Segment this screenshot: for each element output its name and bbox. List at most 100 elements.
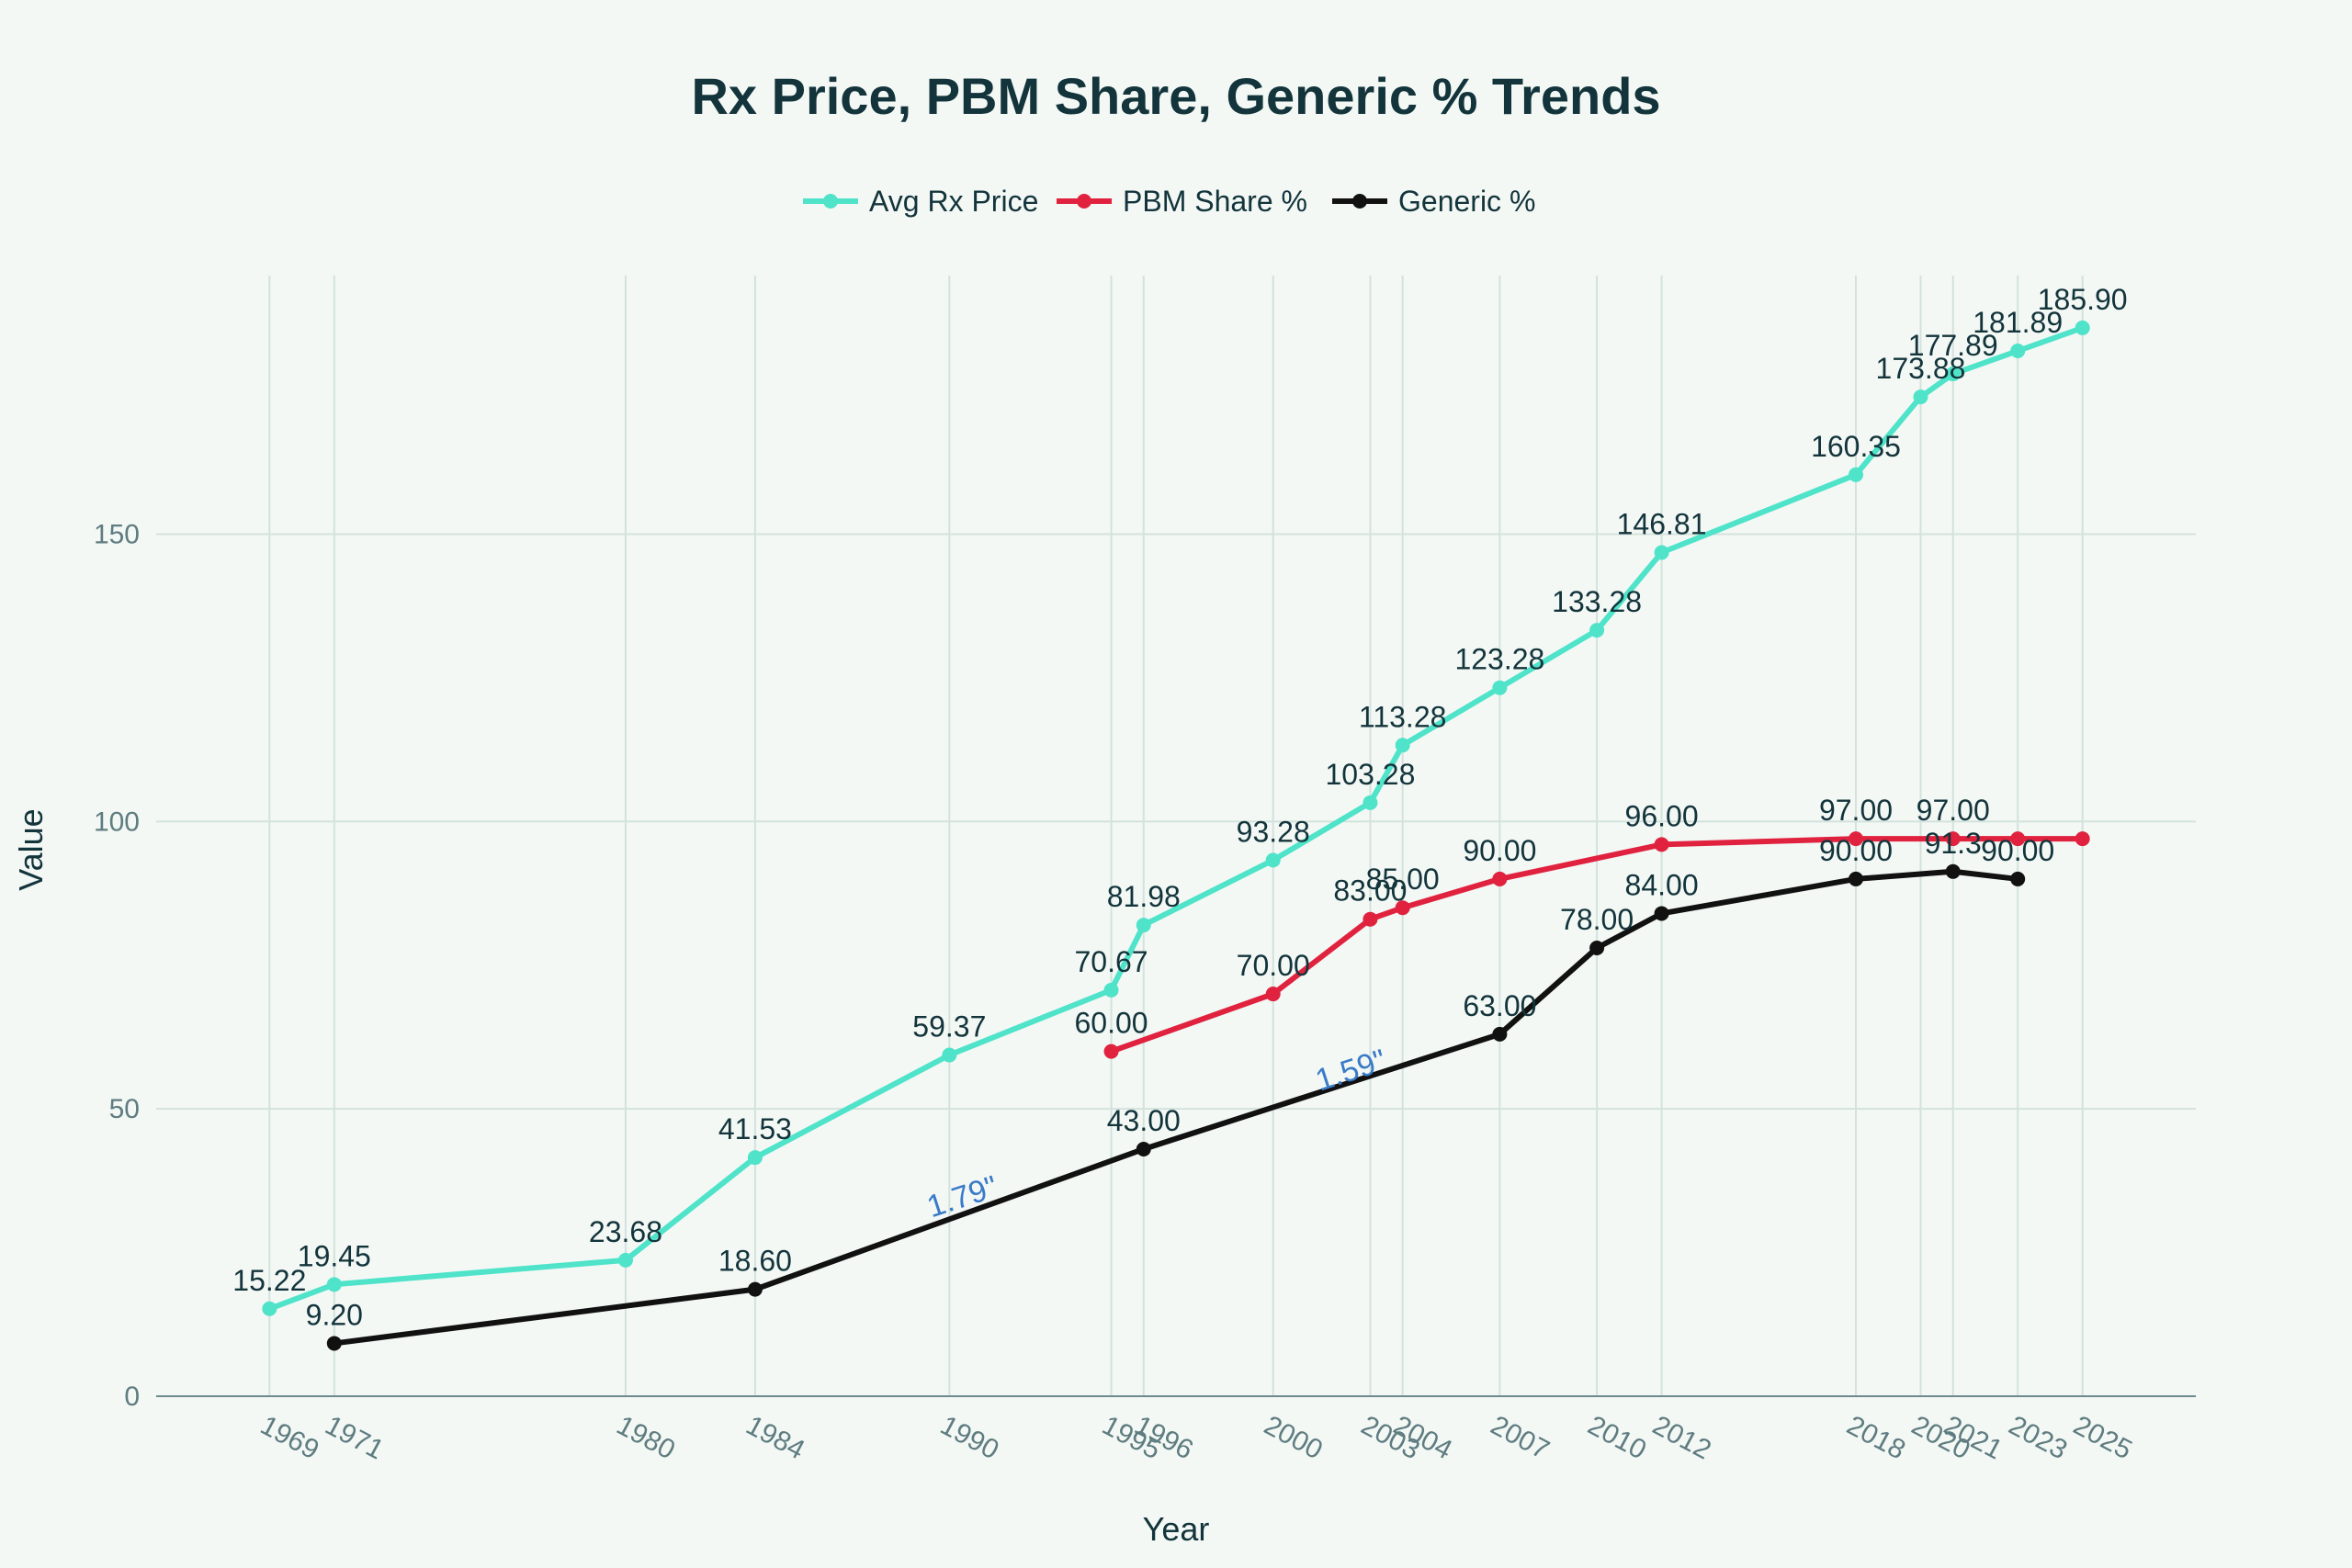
avg-rx-price-point[interactable] xyxy=(1103,982,1119,998)
pbm-share-point[interactable] xyxy=(2010,831,2026,847)
x-axis-title: Year xyxy=(1143,1510,1210,1548)
avg-rx-price-point[interactable] xyxy=(747,1150,763,1166)
avg-rx-price-data-label: 59.37 xyxy=(912,1010,986,1043)
avg-rx-price-data-label: 181.89 xyxy=(1973,306,2063,339)
avg-rx-price-data-label: 41.53 xyxy=(718,1112,792,1145)
pbm-share-data-label: 96.00 xyxy=(1625,799,1699,832)
pbm-share-data-label: 60.00 xyxy=(1074,1007,1148,1040)
avg-rx-price-data-label: 160.35 xyxy=(1811,430,1901,463)
avg-rx-price-point[interactable] xyxy=(1654,545,1669,560)
pbm-share-point[interactable] xyxy=(1265,987,1281,1002)
y-axis-title: Value xyxy=(12,808,50,890)
pbm-share-data-label: 70.00 xyxy=(1237,949,1310,982)
avg-rx-price-point[interactable] xyxy=(262,1301,277,1316)
generic-data-label: 91.3 xyxy=(1925,827,1982,860)
x-tick-label: 1990 xyxy=(935,1410,1003,1465)
x-tick-label: 2018 xyxy=(1842,1410,1910,1465)
x-tick-label: 2000 xyxy=(1259,1410,1327,1465)
annotation-label: 1.59" xyxy=(1311,1043,1390,1098)
generic-point[interactable] xyxy=(1849,871,1863,886)
generic-point[interactable] xyxy=(1589,941,1605,955)
legend-swatch-marker[interactable] xyxy=(823,194,838,209)
pbm-share-point[interactable] xyxy=(1395,900,1410,916)
y-tick-label: 100 xyxy=(94,807,140,837)
avg-rx-price-data-label: 146.81 xyxy=(1617,507,1707,540)
avg-rx-price-point[interactable] xyxy=(1492,680,1508,695)
y-tick-label: 0 xyxy=(124,1382,140,1412)
avg-rx-price-data-label: 15.22 xyxy=(232,1264,306,1297)
x-tick-label: 1980 xyxy=(612,1410,680,1465)
avg-rx-price-point[interactable] xyxy=(2010,344,2026,359)
avg-rx-price-point[interactable] xyxy=(1395,738,1410,753)
pbm-share-point[interactable] xyxy=(1363,911,1378,927)
x-tick-label: 1971 xyxy=(321,1410,389,1465)
legend[interactable]: Avg Rx Price PBM Share % Generic % xyxy=(803,185,1535,218)
generic-data-label: 63.00 xyxy=(1463,989,1536,1022)
x-tick-label: 2023 xyxy=(2004,1410,2072,1465)
avg-rx-price-data-label: 19.45 xyxy=(298,1239,371,1272)
pbm-share-point[interactable] xyxy=(1945,831,1961,847)
legend-swatch-marker[interactable] xyxy=(1077,194,1091,209)
legend-label[interactable]: Avg Rx Price xyxy=(869,185,1038,218)
generic-data-label: 43.00 xyxy=(1107,1104,1181,1137)
avg-rx-price-point[interactable] xyxy=(1945,367,1961,382)
avg-rx-price-point[interactable] xyxy=(1363,795,1378,810)
generic-data-label: 9.20 xyxy=(306,1298,363,1331)
avg-rx-price-data-label: 103.28 xyxy=(1325,758,1415,791)
pbm-share-point[interactable] xyxy=(1492,871,1508,886)
legend-label[interactable]: PBM Share % xyxy=(1123,185,1307,218)
series-layer xyxy=(262,320,2090,1351)
avg-rx-price-data-label: 81.98 xyxy=(1107,880,1181,913)
generic-data-label: 90.00 xyxy=(1981,834,2054,867)
avg-rx-price-data-label: 113.28 xyxy=(1359,700,1447,733)
pbm-share-data-label: 85.00 xyxy=(1366,863,1440,896)
x-tick-label: 1984 xyxy=(741,1410,809,1465)
avg-rx-price-data-label: 70.67 xyxy=(1074,945,1148,978)
pbm-share-data-label: 83.00 xyxy=(1333,874,1407,908)
generic-data-label: 84.00 xyxy=(1625,868,1699,901)
avg-rx-price-data-label: 23.68 xyxy=(589,1215,662,1248)
avg-rx-price-data-label: 133.28 xyxy=(1552,585,1642,618)
avg-rx-price-point[interactable] xyxy=(1849,467,1863,482)
generic-point[interactable] xyxy=(1945,863,1961,879)
grid xyxy=(156,276,2196,1396)
generic-point[interactable] xyxy=(1136,1141,1151,1156)
legend-swatch-marker[interactable] xyxy=(1352,194,1367,209)
legend-label[interactable]: Generic % xyxy=(1398,185,1535,218)
avg-rx-price-data-label: 177.89 xyxy=(1908,329,1998,362)
avg-rx-price-point[interactable] xyxy=(617,1252,633,1268)
y-tick-label: 50 xyxy=(109,1094,140,1124)
chart-title: Rx Price, PBM Share, Generic % Trends xyxy=(691,67,1660,125)
x-tick-label: 2012 xyxy=(1647,1410,1715,1465)
avg-rx-price-point[interactable] xyxy=(1913,389,1928,405)
avg-rx-price-point[interactable] xyxy=(2075,320,2090,335)
pbm-share-point[interactable] xyxy=(2075,831,2090,847)
generic-data-label: 90.00 xyxy=(1819,834,1893,867)
avg-rx-price-point[interactable] xyxy=(326,1277,342,1292)
generic-point[interactable] xyxy=(1492,1026,1508,1042)
avg-rx-price-data-label: 93.28 xyxy=(1237,815,1310,848)
avg-rx-price-point[interactable] xyxy=(1589,623,1605,638)
generic-point[interactable] xyxy=(1654,906,1669,921)
avg-rx-price-point[interactable] xyxy=(942,1047,957,1063)
generic-point[interactable] xyxy=(747,1281,763,1297)
generic-data-label: 78.00 xyxy=(1560,903,1634,936)
pbm-share-point[interactable] xyxy=(1103,1043,1119,1059)
pbm-share-data-label: 90.00 xyxy=(1463,834,1536,867)
pbm-share-point[interactable] xyxy=(1654,837,1669,852)
pbm-share-point[interactable] xyxy=(1849,831,1863,847)
avg-rx-price-point[interactable] xyxy=(1136,918,1151,933)
generic-data-label: 18.60 xyxy=(718,1245,792,1278)
x-tick-label: 2010 xyxy=(1583,1410,1651,1465)
avg-rx-price-point[interactable] xyxy=(1265,852,1281,868)
x-tick-label: 1969 xyxy=(255,1410,323,1465)
x-tick-label: 2007 xyxy=(1486,1410,1554,1465)
generic-point[interactable] xyxy=(2010,871,2026,886)
y-tick-label: 150 xyxy=(94,520,140,550)
avg-rx-price-data-label: 185.90 xyxy=(2038,283,2128,316)
generic-point[interactable] xyxy=(326,1336,342,1351)
